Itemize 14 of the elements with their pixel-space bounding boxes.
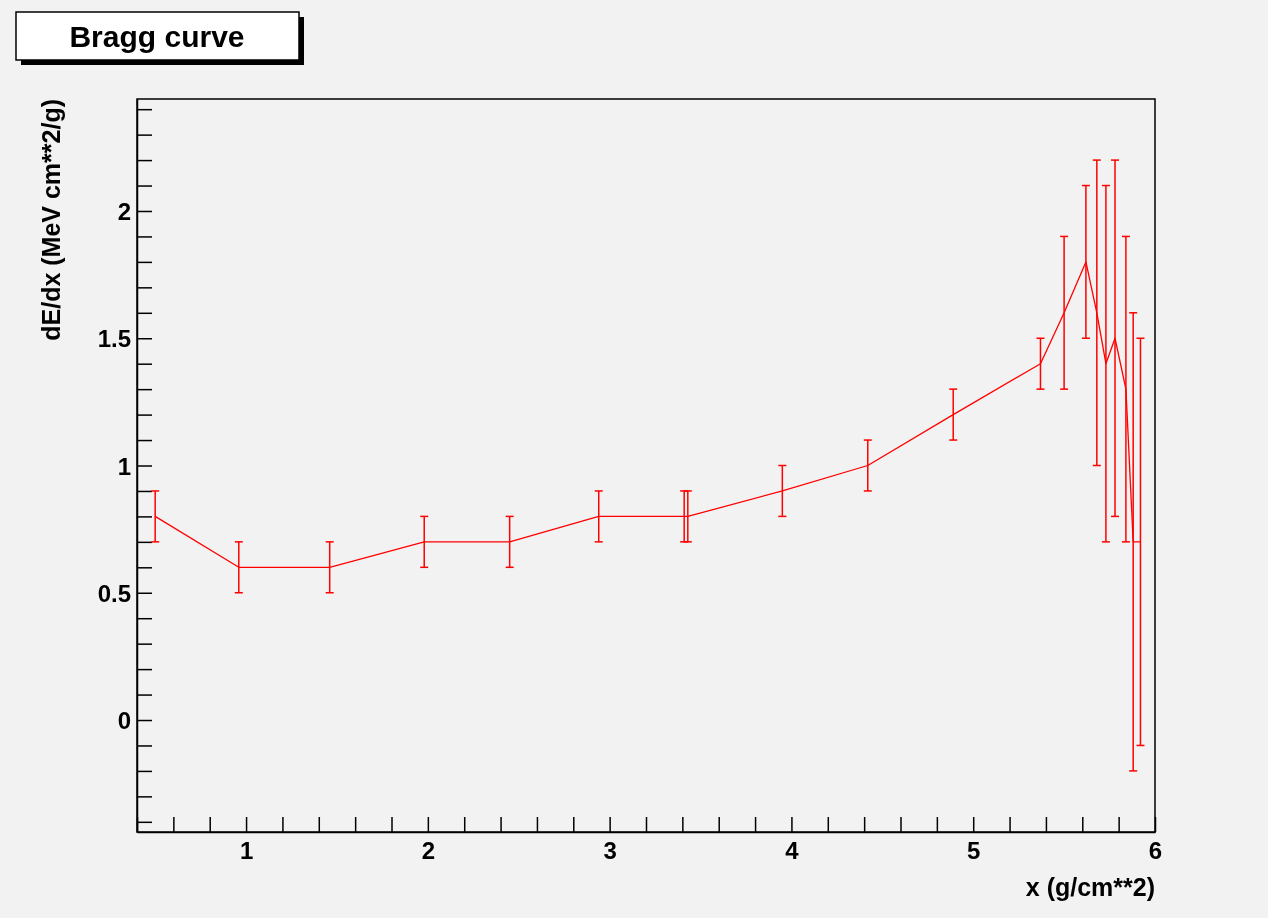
- y-tick-label: 0: [117, 707, 131, 735]
- y-axis-title: dE/dx (MeV cm**2/g): [37, 99, 65, 341]
- y-tick-label: 1: [117, 452, 131, 480]
- x-tick-label: 6: [1148, 837, 1163, 865]
- y-tick-label: 2: [117, 198, 131, 226]
- x-tick-label: 4: [785, 837, 800, 865]
- x-tick-label: 1: [239, 837, 254, 865]
- y-tick-label: 0.5: [97, 579, 131, 607]
- x-tick-label: 5: [967, 837, 981, 865]
- x-axis-title: x (g/cm**2): [1025, 873, 1155, 901]
- x-tick-label: 3: [603, 837, 617, 865]
- chart-title: Bragg curve: [69, 20, 245, 53]
- y-tick-label: 1.5: [97, 325, 131, 353]
- x-tick-label: 2: [421, 837, 436, 865]
